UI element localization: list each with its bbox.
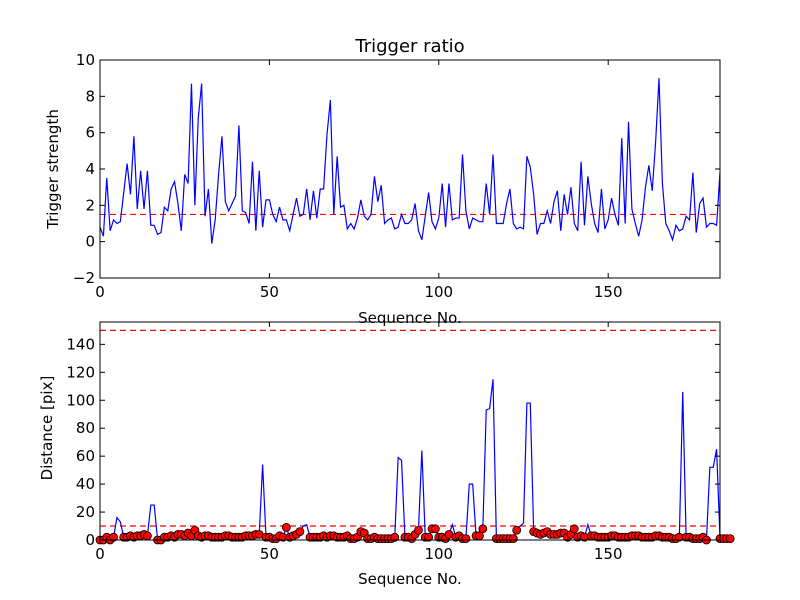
data-point-marker (390, 532, 400, 542)
x-tick-label: 0 (95, 283, 105, 301)
y-tick-label: 80 (76, 419, 95, 437)
data-point-marker (109, 532, 118, 542)
top-plot-area (99, 59, 721, 279)
y-tick-label: 4 (85, 160, 95, 178)
y-tick-label: −2 (73, 269, 95, 287)
data-point-marker (414, 525, 423, 535)
top-x-axis-label: Sequence No. (358, 309, 462, 327)
y-tick-label: 60 (76, 447, 95, 465)
data-point-marker (508, 534, 518, 544)
bottom-y-axis-label: Distance [pix] (38, 376, 56, 481)
data-series-line (100, 78, 720, 244)
y-tick-label: 0 (85, 531, 95, 549)
x-tick-label: 150 (594, 283, 623, 301)
bottom-y-ticks: 0 20 40 60 80 100 120 140 (66, 335, 720, 549)
top-y-ticks: −2 0 2 4 6 8 10 (73, 51, 720, 287)
top-x-ticks: 0 50 100 150 (95, 60, 623, 301)
y-tick-label: 140 (66, 335, 95, 353)
bottom-x-axis-label: Sequence No. (358, 570, 462, 588)
data-point-marker (295, 527, 305, 537)
y-tick-label: 2 (85, 196, 95, 214)
trigger-ratio-panel: Trigger ratio Trigger strength Sequence … (44, 36, 721, 327)
bottom-plot-area (95, 321, 735, 545)
data-point-marker (281, 523, 291, 532)
top-chart-title: Trigger ratio (354, 36, 464, 57)
data-point-marker (431, 524, 440, 534)
x-tick-label: 50 (260, 545, 279, 563)
x-tick-label: 100 (424, 545, 453, 563)
y-tick-label: 100 (66, 391, 95, 409)
data-point-marker (569, 524, 579, 534)
data-series-line (100, 379, 720, 540)
y-tick-label: 120 (66, 363, 95, 381)
x-tick-label: 150 (594, 545, 623, 563)
y-tick-label: 40 (76, 475, 95, 493)
x-tick-label: 100 (424, 283, 453, 301)
x-tick-label: 50 (260, 283, 279, 301)
y-tick-label: 10 (76, 51, 95, 69)
bottom-x-ticks: 0 50 100 150 (95, 322, 623, 563)
x-tick-label: 0 (95, 545, 105, 563)
data-point-marker (143, 531, 152, 541)
y-tick-label: 0 (85, 233, 95, 251)
plot-frame (99, 321, 721, 541)
data-point-marker (461, 534, 471, 544)
y-tick-label: 6 (85, 124, 95, 142)
distance-panel: Distance [pix] Sequence No. 0 50 100 150 0 2… (38, 321, 735, 588)
y-tick-label: 8 (85, 87, 95, 105)
data-point-marker (725, 534, 735, 544)
data-point-marker (424, 532, 434, 542)
data-point-marker (512, 525, 522, 535)
y-tick-label: 20 (76, 503, 95, 521)
data-point-marker (478, 524, 488, 534)
top-y-axis-label: Trigger strength (44, 109, 62, 230)
